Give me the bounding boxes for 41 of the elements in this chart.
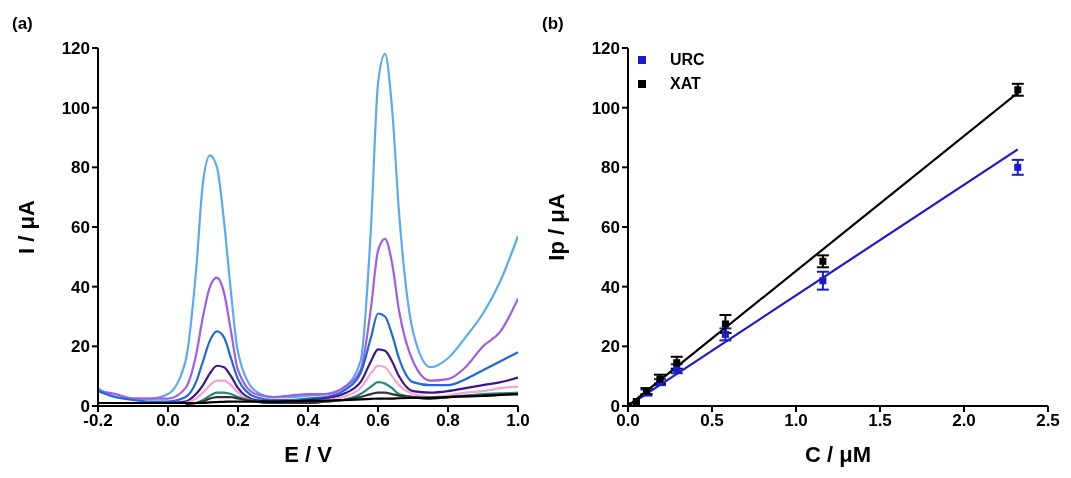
- y-tick-label: 20: [601, 337, 620, 357]
- y-tick-label: 100: [61, 98, 90, 118]
- point: [1014, 86, 1022, 94]
- chart-title: (b): [542, 14, 564, 34]
- y-tick-label: 40: [601, 277, 620, 297]
- point: [1014, 163, 1022, 171]
- x-tick-label: 2.0: [952, 411, 976, 431]
- x-tick-label: 1.0: [784, 411, 808, 431]
- x-tick-label: 0.0: [156, 411, 180, 431]
- y-tick-label: 120: [591, 39, 620, 59]
- legend-label: URC: [670, 51, 705, 69]
- x-tick-label: 0.8: [436, 411, 460, 431]
- y-tick-label: 60: [71, 218, 90, 238]
- point: [819, 257, 827, 265]
- line-series: [98, 52, 518, 400]
- legend-label: XAT: [670, 75, 701, 93]
- y-tick-label: 20: [71, 337, 90, 357]
- point: [721, 330, 729, 338]
- x-tick-label: 0.5: [700, 411, 724, 431]
- x-tick-label: 1.5: [868, 411, 892, 431]
- x-tick-label: 0.4: [296, 411, 321, 431]
- y-axis-title: I / μA: [13, 199, 39, 254]
- x-tick-label: 0.6: [366, 411, 390, 431]
- point: [673, 359, 681, 367]
- y-tick-label: 80: [601, 158, 620, 178]
- y-tick-label: 80: [71, 158, 90, 178]
- y-tick-label: 120: [61, 39, 90, 59]
- x-tick-label: 0.0: [616, 411, 640, 431]
- x-tick-label: 2.5: [1036, 411, 1060, 431]
- x-axis-title: C / μM: [804, 442, 872, 467]
- point: [819, 277, 827, 285]
- y-tick-label: 100: [591, 98, 620, 118]
- point: [721, 320, 729, 328]
- y-tick-label: 40: [71, 277, 90, 297]
- x-tick-label: 1.0: [506, 411, 530, 431]
- chart-title: (a): [12, 14, 33, 34]
- y-axis-title: Ip / μA: [543, 193, 569, 261]
- x-axis-title: E / V: [284, 442, 333, 467]
- y-tick-label: 60: [601, 218, 620, 238]
- line-series: [98, 237, 518, 400]
- x-tick-label: 0.2: [226, 411, 250, 431]
